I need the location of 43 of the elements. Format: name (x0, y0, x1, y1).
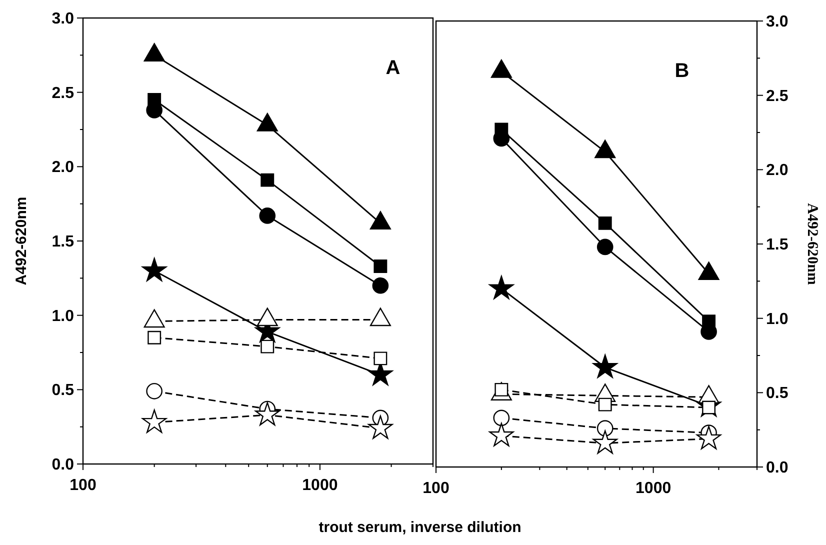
y-tick-label: 3.0 (766, 14, 788, 30)
y-tick-label: 2.5 (766, 88, 788, 105)
point (260, 173, 274, 187)
y-tick-label: 2.5 (52, 84, 74, 102)
point (146, 383, 162, 400)
point (489, 422, 514, 446)
point (598, 216, 612, 230)
point (148, 330, 162, 344)
y-tick-label: 1.5 (52, 234, 74, 250)
y-axis-title: A492-620nm (804, 203, 820, 286)
point (489, 276, 514, 300)
y-tick-label: 2.0 (766, 162, 788, 180)
point (372, 277, 389, 294)
y-axis-title: A492-620nm (13, 196, 30, 286)
point (259, 208, 276, 224)
y-tick-label: 3.0 (52, 10, 74, 28)
point (493, 410, 510, 426)
point (142, 409, 167, 433)
y-tick-label: 0.0 (52, 456, 74, 474)
y-tick-label: 1.0 (52, 308, 74, 325)
x-tick-label: 1000 (636, 480, 672, 497)
point (255, 402, 280, 426)
y-tick-label: 1.5 (766, 236, 788, 254)
point (142, 258, 167, 282)
y-tick-label: 1.0 (766, 310, 788, 328)
point (596, 238, 614, 256)
point (598, 398, 612, 412)
point (368, 415, 393, 439)
point (374, 260, 388, 273)
point (592, 430, 618, 454)
point (596, 420, 614, 436)
annotation: A (386, 57, 400, 79)
x-tick-label: 1000 (302, 477, 338, 494)
x-axis-title: trout serum, inverse dilution (318, 519, 522, 536)
y-tick-label: 0.5 (52, 382, 74, 400)
annotation: B (674, 60, 690, 82)
y-tick-label: 0.5 (766, 385, 788, 402)
x-tick-label: 100 (422, 480, 450, 497)
point (592, 354, 618, 378)
y-tick-label: 0.0 (766, 460, 788, 476)
x-tick-label: 100 (70, 477, 96, 494)
y-tick-label: 2.0 (52, 159, 74, 176)
point (696, 426, 722, 450)
